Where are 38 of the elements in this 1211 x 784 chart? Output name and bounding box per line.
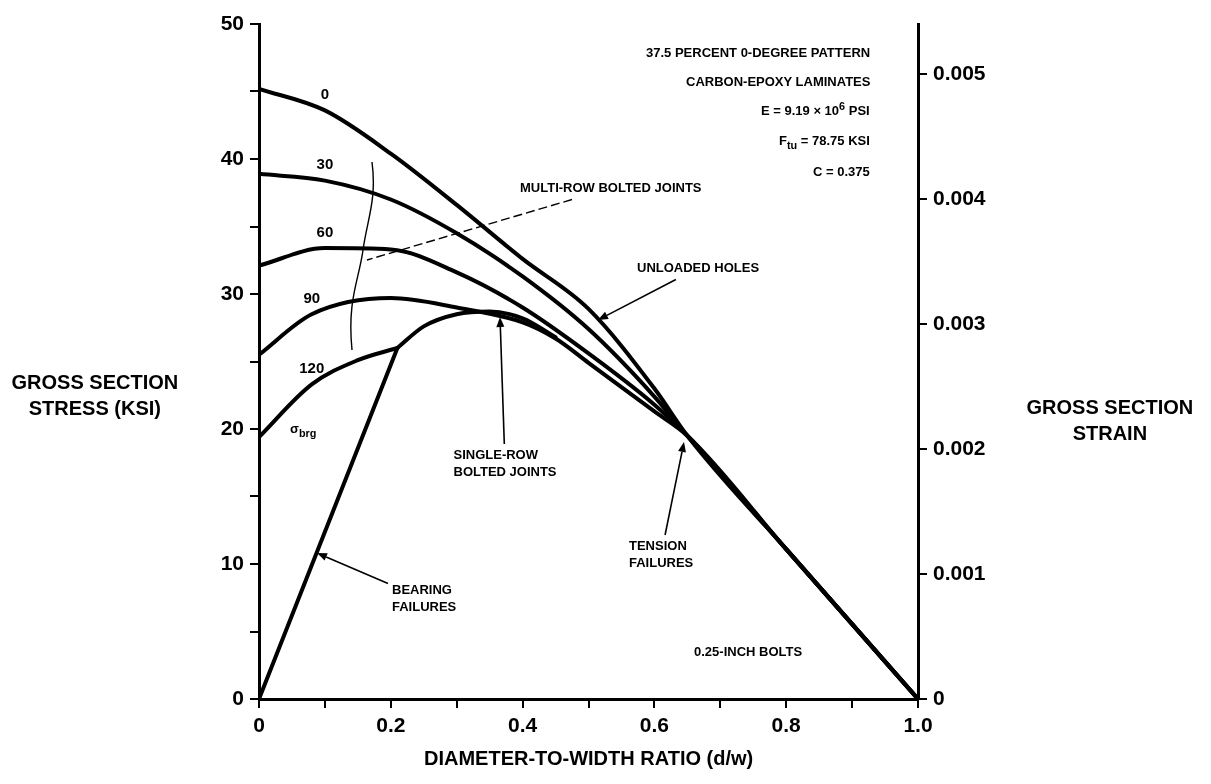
annotation: CARBON-EPOXY LAMINATES xyxy=(686,73,871,91)
y2-axis-title: GROSS SECTION STRAIN xyxy=(1026,395,1194,446)
y-tick-label: 20 xyxy=(220,415,244,439)
y2-tick-label: 0.001 xyxy=(933,560,986,584)
y-tick-label: 10 xyxy=(220,550,244,574)
annotation: SINGLE-ROW BOLTED JOINTS xyxy=(453,447,557,481)
x-tick-label: 0.4 xyxy=(508,713,538,737)
x-tick-label: 0 xyxy=(253,713,265,737)
y-tick-label: 40 xyxy=(220,145,244,169)
series-label: 30 xyxy=(316,155,334,173)
x-tick-label: 0.8 xyxy=(771,713,802,737)
annotation: 37.5 PERCENT 0-DEGREE PATTERN xyxy=(646,44,871,62)
annotation: 0.25-INCH BOLTS xyxy=(694,643,803,661)
annotation: E = 9.19 × 10$^{6}$ PSI xyxy=(761,98,870,120)
y2-tick-label: 0.005 xyxy=(933,60,986,84)
y-axis-title: GROSS SECTION STRESS (KSI) xyxy=(11,370,179,421)
y2-tick-label: 0.003 xyxy=(933,310,986,334)
series-label: 60 xyxy=(316,222,334,240)
y-tick-label: 50 xyxy=(220,10,244,34)
annotation: σ$_{brg}$ xyxy=(290,420,317,440)
y2-tick-label: 0.002 xyxy=(933,435,986,459)
y-tick-label: 30 xyxy=(220,280,244,304)
series-label: 0 xyxy=(320,85,330,103)
x-tick-label: 1.0 xyxy=(903,713,933,737)
y2-tick-label: 0 xyxy=(933,685,945,709)
series-label: 120 xyxy=(299,359,325,377)
y2-tick-label: 0.004 xyxy=(933,185,986,209)
y-tick-label: 0 xyxy=(232,685,244,709)
annotation: TENSION FAILURES xyxy=(629,538,694,572)
x-tick-label: 0.6 xyxy=(639,713,669,737)
x-axis-title: DIAMETER-TO-WIDTH RATIO (d/w) xyxy=(424,746,754,771)
annotation: UNLOADED HOLES xyxy=(637,259,760,277)
annotation: F$_{tu}$ = 78.75 KSI xyxy=(779,132,870,152)
annotation: C = 0.375 xyxy=(813,163,870,181)
annotation: BEARING FAILURES xyxy=(392,582,457,616)
x-tick-label: 0.2 xyxy=(376,713,406,737)
annotation: MULTI-ROW BOLTED JOINTS xyxy=(520,179,702,197)
series-label: 90 xyxy=(303,288,321,306)
